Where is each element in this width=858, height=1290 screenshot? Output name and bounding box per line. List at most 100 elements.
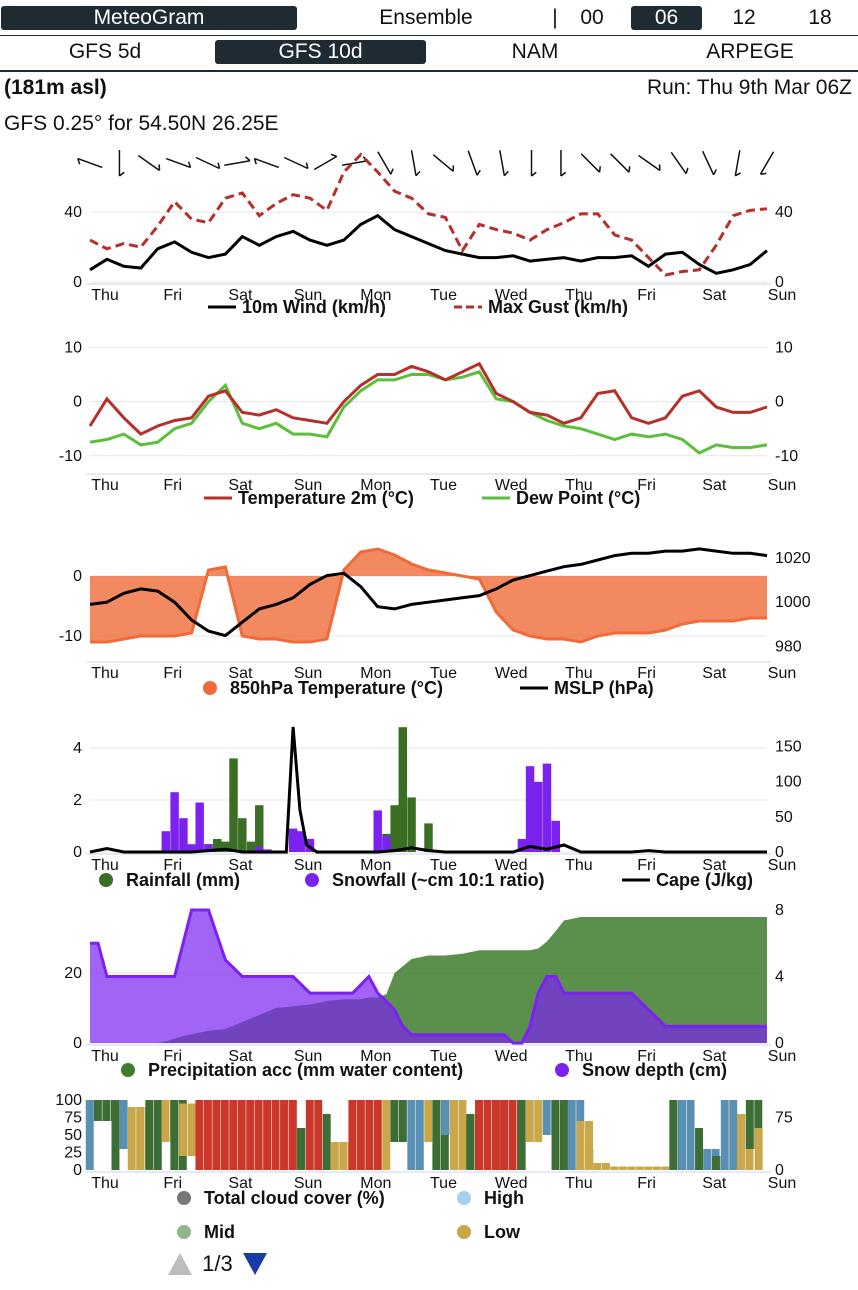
model-nam[interactable]: NAM (511, 40, 559, 63)
x-tick-label: Sat (702, 857, 727, 874)
page-up-icon[interactable] (168, 1253, 192, 1276)
snow-bar (170, 792, 179, 852)
x-tick-label: Sat (228, 287, 253, 304)
wind-arrow (410, 150, 417, 176)
cloud-bar (635, 1166, 644, 1170)
x-tick-label: Thu (91, 857, 119, 874)
wind-arrow-barb (598, 166, 602, 173)
cloud-bar (382, 1100, 391, 1170)
x-tick-label: Wed (495, 1175, 528, 1192)
legend-symbol (457, 1191, 471, 1205)
legend-label: Precipitation acc (mm water content) (148, 1060, 463, 1080)
wind-arrow-barb (685, 167, 689, 174)
ensemble-tab[interactable]: Ensemble (379, 6, 473, 29)
y-tick-label: -10 (59, 628, 82, 645)
wind-arrow-barb (390, 168, 394, 175)
legend-label: Temperature 2m (°C) (238, 488, 414, 508)
y2-tick-label: 75 (775, 1110, 793, 1127)
wind-arrow-barb (503, 170, 509, 177)
x-tick-label: Sun (294, 857, 322, 874)
hour-12[interactable]: 12 (732, 6, 756, 29)
cloud-bar (93, 1100, 102, 1121)
max-gust-line (89, 152, 768, 277)
cloud-bar (644, 1166, 653, 1170)
y-tick-label: 40 (64, 204, 82, 221)
rain-bar (407, 797, 416, 852)
x-tick-label: Sat (702, 1048, 727, 1065)
cloud-bar (576, 1121, 585, 1170)
cloud-bar (246, 1100, 255, 1170)
legend-symbol (203, 681, 217, 695)
model-gfs-10d[interactable]: GFS 10d (215, 40, 426, 64)
pager: 1/3 (168, 1250, 267, 1280)
model-gfs-5d[interactable]: GFS 5d (68, 40, 142, 63)
wind-arrow-barb (77, 158, 81, 165)
x-tick-label: Sat (702, 477, 727, 494)
page-down-icon[interactable] (242, 1253, 267, 1276)
y-tick-label: 0 (73, 844, 82, 861)
cloud-bar (348, 1100, 357, 1170)
cloud-bar (229, 1100, 238, 1170)
wind-arrow-barb (187, 161, 192, 168)
nav-separator (0, 35, 858, 36)
wind-arrow (165, 157, 191, 169)
hour-00[interactable]: 00 (580, 6, 604, 29)
legend-label: Max Gust (km/h) (488, 297, 628, 317)
x-tick-label: Tue (430, 857, 457, 874)
y2-tick-label: 10 (775, 339, 793, 356)
cloud-bar (695, 1128, 704, 1170)
legend-label: Mid (204, 1222, 235, 1242)
y-tick-label: 10 (64, 339, 82, 356)
cloud-bar (179, 1103, 188, 1156)
snow-bar (517, 839, 527, 852)
x-tick-label: Wed (495, 665, 528, 682)
legend-label: Low (484, 1222, 521, 1242)
y2-tick-label: 980 (775, 639, 802, 656)
cloud-bar (407, 1100, 416, 1170)
wind-arrow-barb (560, 171, 567, 177)
legend-symbol (177, 1191, 191, 1205)
x-tick-label: Sat (228, 477, 253, 494)
hour-18[interactable]: 18 (808, 6, 832, 29)
elevation-label: (181m asl) (4, 76, 107, 99)
wind-arrow (580, 153, 601, 173)
cloud-bar (305, 1100, 314, 1170)
legend-symbol (457, 1225, 471, 1239)
legend-label: MSLP (hPa) (554, 678, 654, 698)
y-tick-label: -10 (59, 448, 82, 465)
wind-arrow-barb (628, 166, 631, 173)
x-tick-label: Fri (163, 1175, 182, 1192)
x-tick-label: Sun (768, 287, 796, 304)
cloud-bar (711, 1156, 720, 1170)
cloud-bar (500, 1100, 509, 1170)
page-indicator: 1/3 (202, 1251, 233, 1277)
cloud-bar (212, 1100, 221, 1170)
x-tick-label: Sun (768, 1048, 796, 1065)
cloud-bar (669, 1100, 678, 1170)
cloud-bar (729, 1100, 738, 1170)
x-tick-label: Sun (294, 287, 322, 304)
x-tick-label: Fri (637, 1048, 656, 1065)
cloud-bar (661, 1166, 670, 1170)
snow-bar (187, 844, 196, 852)
cloud-bar (314, 1100, 323, 1170)
x-tick-label: Wed (495, 477, 528, 494)
y2-tick-label: 8 (775, 902, 784, 919)
meteogram-tab[interactable]: MeteoGram (1, 6, 297, 30)
snow-bar (204, 844, 213, 852)
x-tick-label: Fri (163, 477, 182, 494)
x-tick-label: Sat (228, 857, 253, 874)
x-tick-label: Sat (702, 1175, 727, 1192)
cloud-bar (517, 1100, 526, 1170)
hour-06[interactable]: 06 (631, 6, 702, 30)
wind-arrow (467, 150, 478, 176)
x-tick-label: Thu (565, 287, 593, 304)
legend-label: High (484, 1188, 524, 1208)
rain-bar (398, 727, 408, 852)
legend-label: Snow depth (cm) (582, 1060, 727, 1080)
model-arpege[interactable]: ARPEGE (706, 40, 794, 63)
snow-bar (542, 763, 552, 852)
cloud-bar (119, 1100, 128, 1149)
legend-label: Snowfall (~cm 10:1 ratio) (332, 870, 545, 890)
x-tick-label: Thu (91, 287, 119, 304)
